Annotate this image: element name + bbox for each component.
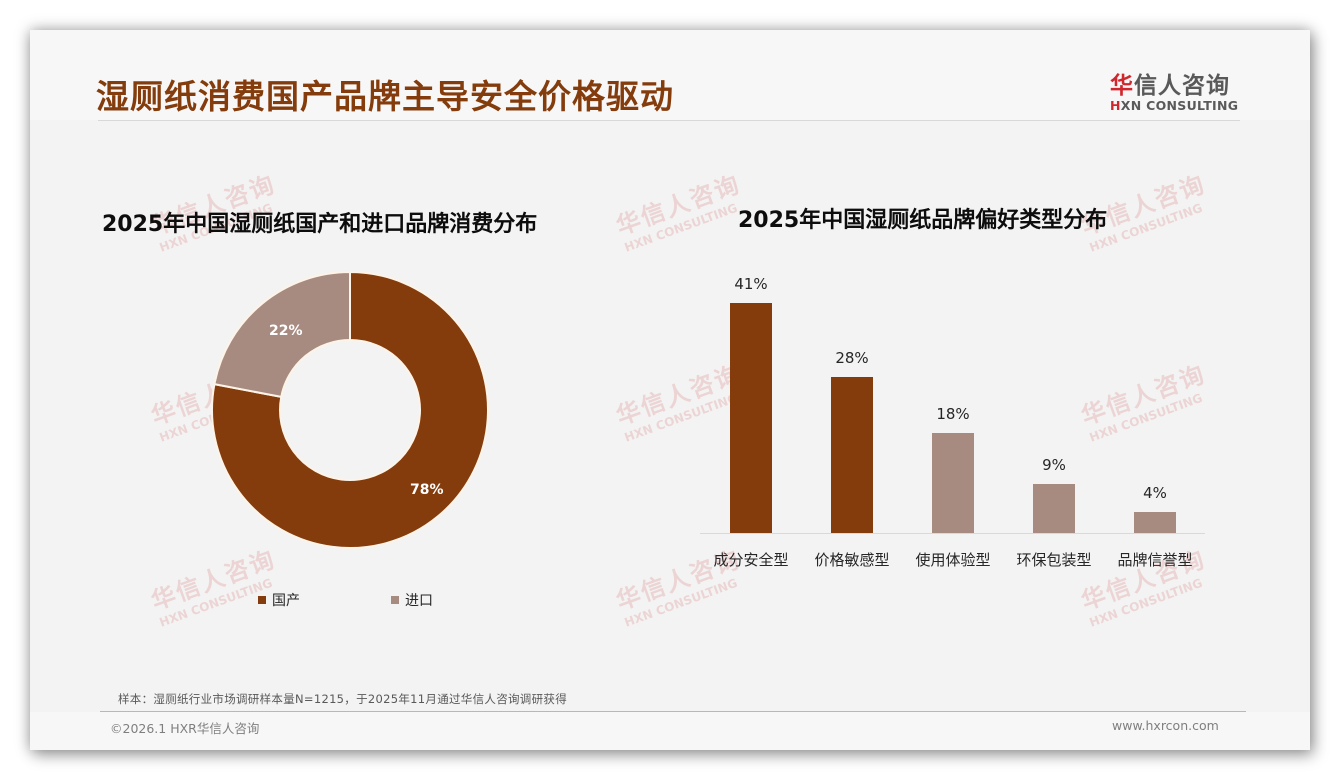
slide: 华信人咨询 HXN CONSULTING 华信人咨询 HXN CONSULTING … [30, 30, 1310, 750]
footer-band [30, 712, 1310, 750]
legend-swatch-icon [391, 596, 399, 604]
bar-chart-title: 2025年中国湿厕纸品牌偏好类型分布 [738, 208, 1108, 233]
x-axis-line [700, 533, 1205, 534]
bar-user-experience[interactable] [932, 433, 974, 533]
company-logo: 华信人咨询 HXN CONSULTING [1110, 66, 1240, 113]
bar-chart: 41% 成分安全型 28% 价格敏感型 18% 使用体验型 9% 环保包装型 4… [700, 270, 1210, 580]
footer-divider [100, 711, 1246, 712]
source-note: 样本：湿厕纸行业市场调研样本量N=1215，于2025年11月通过华信人咨询调研… [118, 692, 568, 706]
bar-ingredient-safety[interactable] [730, 303, 772, 533]
title-divider [98, 120, 1240, 121]
bar-value-label: 4% [1143, 484, 1167, 502]
donut-label-import: 22% [269, 323, 303, 339]
x-tick-label: 价格敏感型 [814, 551, 890, 569]
logo-cn: 华信人咨询 [1110, 73, 1230, 99]
bar-brand-reputation[interactable] [1134, 512, 1176, 533]
bar-price-sensitive[interactable] [831, 377, 873, 533]
donut-svg [211, 270, 489, 549]
bar-value-label: 28% [835, 349, 869, 367]
x-tick-label: 品牌信誉型 [1117, 551, 1193, 569]
page-title: 湿厕纸消费国产品牌主导安全价格驱动 [96, 77, 674, 116]
x-tick-label: 成分安全型 [713, 551, 789, 569]
logo-en: HXN CONSULTING [1110, 98, 1239, 113]
bar-value-label: 41% [734, 275, 768, 293]
x-tick-label: 环保包装型 [1016, 551, 1092, 569]
bar-value-label: 9% [1042, 456, 1066, 474]
x-tick-label: 使用体验型 [915, 551, 991, 569]
copyright: ©2026.1 HXR华信人咨询 [110, 721, 260, 736]
donut-label-domestic: 78% [410, 482, 444, 498]
legend-item-import: 进口 [391, 590, 433, 610]
website-link[interactable]: www.hxrcon.com [1112, 718, 1219, 733]
donut-slice-import[interactable] [213, 270, 351, 399]
legend-swatch-icon [258, 596, 266, 604]
header-band [30, 30, 1310, 120]
donut-chart-title: 2025年中国湿厕纸国产和进口品牌消费分布 [102, 212, 538, 237]
legend-item-domestic: 国产 [258, 590, 300, 610]
bar-eco-packaging[interactable] [1033, 484, 1075, 533]
donut-slice-domestic[interactable] [211, 270, 489, 549]
donut-chart: 78% 22% [210, 270, 490, 550]
bar-value-label: 18% [936, 405, 970, 423]
